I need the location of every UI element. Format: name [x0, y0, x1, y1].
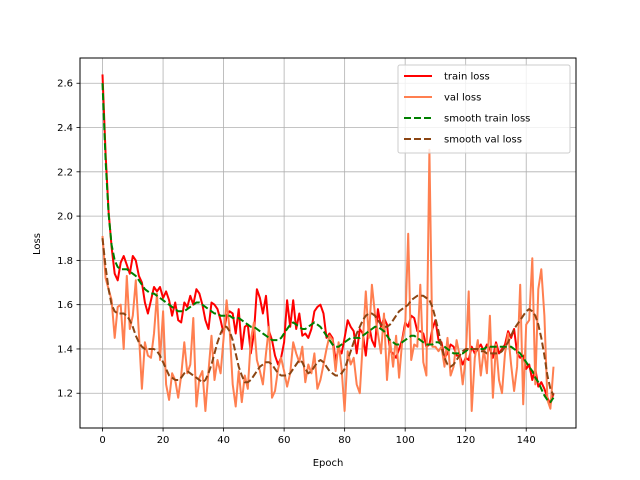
y-axis-ticks: 1.2 1.4 1.6 1.8 2.0 2.2 2.4 2.6 [57, 79, 80, 400]
legend-box [397, 64, 571, 154]
x-tick-label: 0 [99, 435, 105, 446]
x-tick-label: 40 [217, 435, 230, 446]
series-line-smooth-val-loss [101, 238, 555, 396]
x-axis-label: Epoch [313, 458, 344, 469]
x-tick-label: 100 [396, 435, 415, 446]
y-axis-label: Loss [32, 233, 43, 255]
legend: train loss val loss smooth train loss smoot… [397, 64, 571, 154]
y-tick-label: 1.8 [57, 256, 73, 267]
y-tick-label: 1.4 [57, 344, 73, 355]
legend-label: smooth train loss [444, 114, 530, 125]
x-tick-label: 140 [517, 435, 536, 446]
legend-label: train loss [444, 72, 490, 83]
series-line-val-loss [101, 148, 555, 412]
series-lines [101, 74, 555, 412]
x-tick-label: 20 [157, 435, 170, 446]
x-tick-label: 60 [278, 435, 291, 446]
y-tick-label: 2.0 [57, 212, 73, 223]
y-tick-label: 1.2 [57, 389, 73, 400]
x-tick-label: 80 [338, 435, 351, 446]
y-tick-label: 1.6 [57, 300, 73, 311]
x-axis-ticks: 0 20 40 60 80 100 120 140 [99, 428, 536, 446]
x-tick-label: 120 [456, 435, 475, 446]
legend-label: val loss [444, 93, 481, 104]
series-line-smooth-train-loss [101, 83, 555, 404]
y-tick-label: 2.6 [57, 79, 73, 90]
y-tick-label: 2.2 [57, 167, 73, 178]
y-tick-label: 2.4 [57, 123, 73, 134]
plot-frame [79, 57, 577, 429]
legend-label: smooth val loss [444, 135, 522, 146]
